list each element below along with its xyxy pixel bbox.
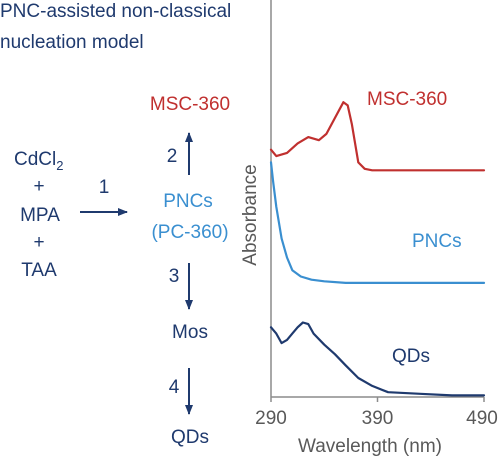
y-axis-label: Absorbance [240, 164, 261, 265]
msc360-label: MSC-360 [150, 94, 230, 115]
step-3-number: 3 [169, 266, 180, 287]
x-tick-label-490: 490 [466, 408, 498, 429]
series-line-qds [269, 321, 486, 397]
series-label-msc360: MSC-360 [367, 89, 447, 110]
series-layer [269, 101, 486, 397]
step-1-number: 1 [99, 177, 110, 198]
title-line-2: nucleation model [0, 32, 144, 53]
series-line-pncs [269, 161, 486, 284]
x-tick-label-290: 290 [255, 408, 287, 429]
x-tick-label-390: 390 [362, 408, 394, 429]
title-line-1: PNC-assisted non-classical [0, 1, 231, 22]
mos-label: Mos [172, 322, 208, 343]
pncs-label: PNCs [163, 191, 213, 212]
plus-sign-2: + [33, 232, 44, 253]
reactant-taa: TAA [21, 260, 57, 281]
reactant-cdcl2: CdCl2 [14, 149, 63, 173]
step-2-number: 2 [167, 146, 178, 167]
series-line-msc-360 [269, 101, 486, 172]
plus-sign-1: + [33, 176, 44, 197]
pc360-label: (PC-360) [151, 222, 228, 243]
tick-layer: 290 390 490 [255, 397, 498, 429]
x-axis-label: Wavelength (nm) [298, 436, 442, 457]
series-label-qds: QDs [392, 346, 430, 367]
absorbance-chart: Absorbance Wavelength (nm) 290 390 490 MSC… [240, 0, 498, 457]
series-label-pncs: PNCs [412, 231, 462, 252]
qds-label: QDs [171, 427, 209, 448]
step-4-number: 4 [169, 377, 180, 398]
reactant-mpa: MPA [20, 205, 60, 226]
